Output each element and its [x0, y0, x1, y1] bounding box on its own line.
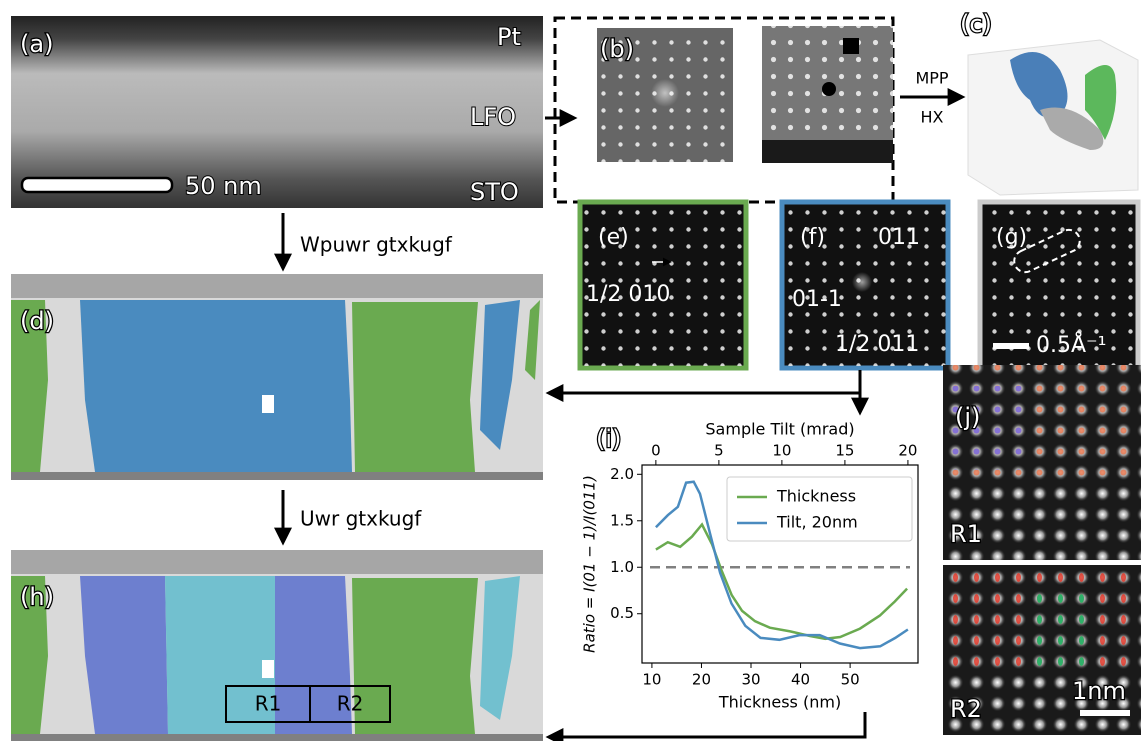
x2-tick-label: 20: [898, 442, 917, 460]
scale-label: 0.5Å⁻¹: [1036, 331, 1106, 358]
x-tick-label: 50: [841, 671, 860, 689]
step-label: HX: [921, 108, 944, 127]
x2-tick-label: 0: [651, 442, 661, 460]
layer-label: Pt: [497, 23, 521, 51]
layer-label: LFO: [470, 103, 516, 131]
mask: [843, 38, 859, 54]
overlay: [1027, 586, 1090, 670]
region-label: R2: [950, 695, 982, 723]
x-tick-label: 20: [692, 671, 711, 689]
layer-label: STO: [470, 178, 519, 206]
panel-label: (b): [600, 35, 634, 63]
region-label: R2: [337, 692, 364, 716]
x2-tick-label: 15: [835, 442, 854, 460]
x-tick-label: 30: [741, 671, 760, 689]
central-beam: [651, 79, 679, 107]
scale-bar: [22, 178, 172, 192]
panel-label: (e): [598, 225, 629, 250]
y-tick-label: 1.5: [610, 511, 634, 529]
y-tick-label: 2.0: [610, 465, 634, 483]
panel-label: (d): [20, 307, 54, 335]
region-label: R1: [255, 692, 282, 716]
region-label: R1: [950, 520, 982, 548]
line-series: [656, 525, 907, 639]
panel-label: (h): [20, 583, 54, 611]
legend-label: Tilt, 20nm: [776, 513, 858, 532]
panel-label: (j): [955, 403, 980, 431]
panel-label: (a): [20, 30, 53, 58]
scale-label: 1nm: [1072, 677, 1126, 705]
x-tick-label: 40: [791, 671, 810, 689]
domain-map: [11, 274, 543, 480]
annotation: 01-1: [792, 287, 842, 312]
step-label: MPP: [915, 69, 948, 88]
y-tick-label: 0.5: [610, 604, 634, 622]
annotation: 1/2 011: [835, 332, 919, 357]
figure: (a) Pt LFO STO 50 nm (b) MPP HX (c) Wpuw…: [0, 0, 1141, 741]
scale-bar: [993, 343, 1029, 349]
x2-axis-label: Sample Tilt (mrad): [705, 420, 854, 439]
scale-label: 50 nm: [185, 172, 262, 200]
panel-label: (i): [596, 425, 621, 453]
step-label: Wpuwr gtxkugf: [300, 233, 453, 257]
y-axis-label: Ratio = I(01 − 1)/I(011): [581, 475, 599, 653]
panel-label: (g): [996, 225, 1027, 250]
annotation: 1/2 010: [586, 282, 670, 307]
shadow: [762, 140, 893, 163]
x2-tick-label: 5: [714, 442, 724, 460]
panel-label: (f): [800, 225, 825, 250]
panel-label: (c): [960, 10, 992, 38]
scale-bar: [1080, 710, 1130, 716]
central-beam: [852, 272, 872, 292]
x-axis-label: Thickness (nm): [718, 693, 841, 712]
x-tick-label: 10: [642, 671, 661, 689]
step-label: Uwr gtxkugf: [300, 507, 422, 531]
annotation: 011: [878, 225, 920, 250]
beam-stop: [822, 82, 836, 96]
legend-label: Thickness: [776, 487, 856, 506]
y-tick-label: 1.0: [610, 558, 634, 576]
x2-tick-label: 10: [772, 442, 791, 460]
arrow: [549, 712, 865, 737]
